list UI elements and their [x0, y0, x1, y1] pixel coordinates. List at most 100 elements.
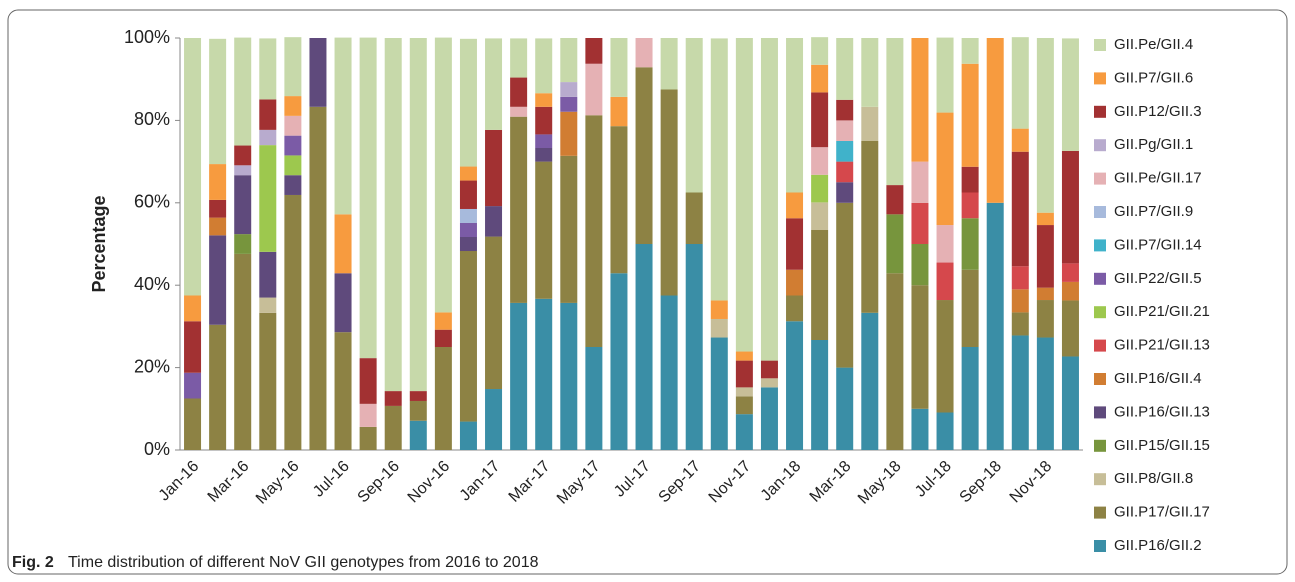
- x-tick-label: Jan-16: [156, 458, 203, 505]
- bar-segment: [836, 182, 854, 203]
- bar-segment: [936, 300, 954, 413]
- bar-segment: [735, 38, 753, 352]
- bar-segment: [535, 93, 553, 107]
- bar-segment: [961, 218, 979, 270]
- legend-label: GII.P7/GII.6: [1114, 69, 1193, 86]
- bar-segment: [1011, 128, 1029, 152]
- bar-segment: [535, 38, 553, 94]
- bar-segment: [836, 202, 854, 368]
- bar-segment: [811, 339, 829, 450]
- bar-segment: [710, 337, 728, 450]
- legend-swatch: [1094, 306, 1106, 319]
- bar-segment: [735, 396, 753, 415]
- bar-segment: [936, 112, 954, 226]
- bar-segment: [384, 38, 402, 392]
- legend-label: GII.P8/GII.8: [1114, 470, 1193, 487]
- bar-segment: [710, 318, 728, 338]
- bar-segment: [1036, 287, 1054, 301]
- legend-swatch: [1094, 540, 1106, 552]
- bar-segment: [284, 37, 302, 97]
- bar-segment: [334, 214, 352, 274]
- bar-segment: [234, 37, 252, 146]
- bar-segment: [434, 37, 452, 313]
- legend-label: GII.P15/GII.15: [1114, 437, 1210, 454]
- bar-segment: [334, 273, 352, 333]
- bar-segment: [209, 235, 227, 325]
- bar-segment: [986, 202, 1004, 450]
- bar-segment: [710, 300, 728, 319]
- legend-label: GII.P21/GII.13: [1114, 337, 1210, 354]
- bar-segment: [610, 126, 628, 274]
- bar-segment: [1011, 151, 1029, 267]
- bar-segment: [434, 347, 452, 450]
- bar-segment: [685, 38, 703, 193]
- x-tick-label: Nov-17: [706, 458, 755, 507]
- legend-label: GII.P17/GII.17: [1114, 504, 1210, 521]
- bar-segment: [334, 332, 352, 450]
- x-tick-label: Sep-17: [656, 458, 705, 507]
- bar-segment: [234, 165, 252, 176]
- bar-segment: [936, 262, 954, 301]
- bar-segment: [409, 38, 427, 392]
- bar-segment: [459, 180, 477, 209]
- x-tick-label: Mar-18: [807, 458, 855, 506]
- bar-segment: [359, 358, 377, 404]
- y-tick-label: 80%: [134, 109, 170, 129]
- bar-segment: [309, 38, 327, 107]
- bar-segment: [184, 398, 202, 450]
- bar-segment: [811, 64, 829, 93]
- bar-segment: [560, 96, 578, 112]
- bar-segment: [209, 324, 227, 450]
- bar-segment: [585, 347, 603, 450]
- bar-segment: [259, 99, 277, 130]
- bar-segment: [961, 38, 979, 64]
- bar-segment: [459, 251, 477, 422]
- x-tick-label: Nov-18: [1007, 458, 1056, 507]
- caption: Time distribution of different NoV GII g…: [68, 554, 539, 571]
- legend-label: GII.P7/GII.14: [1114, 236, 1202, 253]
- bar-segment: [811, 37, 829, 65]
- bar-segment: [660, 295, 678, 450]
- bar-segment: [284, 96, 302, 116]
- y-tick-label: 20%: [134, 356, 170, 376]
- bar-segment: [585, 63, 603, 116]
- bar-segment: [359, 403, 377, 427]
- bar-segment: [434, 329, 452, 347]
- bar-segment: [886, 38, 904, 186]
- bar-segment: [535, 134, 553, 149]
- bar-segment: [1036, 300, 1054, 338]
- bar-segment: [961, 63, 979, 167]
- bar-segment: [1061, 300, 1079, 357]
- bar-segment: [1036, 337, 1054, 450]
- bar-segment: [459, 208, 477, 223]
- bar-segment: [585, 38, 603, 64]
- bar-segment: [760, 360, 778, 379]
- legend-swatch: [1094, 206, 1106, 218]
- legend-swatch: [1094, 373, 1106, 385]
- bar-segment: [459, 421, 477, 450]
- bar-segment: [886, 214, 904, 274]
- bar-segment: [459, 236, 477, 252]
- legend-label: GII.P16/GII.13: [1114, 403, 1210, 420]
- bar-segment: [911, 408, 929, 450]
- bar-segment: [886, 273, 904, 450]
- bar-segment: [685, 244, 703, 450]
- bar-segment: [510, 106, 528, 117]
- bar-segment: [936, 37, 954, 113]
- legend-label: GII.Pg/GII.1: [1114, 136, 1193, 153]
- legend-swatch: [1094, 473, 1106, 486]
- legend-swatch: [1094, 406, 1106, 419]
- bar-segment: [234, 175, 252, 235]
- bar-segment: [409, 400, 427, 421]
- bar-segment: [459, 166, 477, 181]
- bar-segment: [434, 312, 452, 330]
- bar-segment: [485, 206, 503, 237]
- bar-segment: [535, 298, 553, 450]
- bar-segment: [259, 312, 277, 450]
- bar-segment: [1061, 281, 1079, 301]
- legend-swatch: [1094, 339, 1106, 352]
- bar-segment: [1036, 212, 1054, 226]
- bar-segment: [1011, 37, 1029, 129]
- bar-segment: [911, 38, 929, 162]
- legend-swatch: [1094, 439, 1106, 452]
